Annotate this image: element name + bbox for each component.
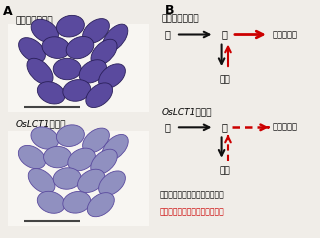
Text: コントロール株: コントロール株 <box>162 14 199 23</box>
Ellipse shape <box>66 36 94 59</box>
FancyBboxPatch shape <box>8 24 149 112</box>
Ellipse shape <box>44 146 72 168</box>
Text: 節: 節 <box>221 30 227 40</box>
Ellipse shape <box>37 191 65 213</box>
Ellipse shape <box>53 168 81 189</box>
Ellipse shape <box>56 125 84 146</box>
Ellipse shape <box>27 58 53 84</box>
Ellipse shape <box>68 148 95 171</box>
Text: 根: 根 <box>165 122 171 132</box>
Text: コントロール株: コントロール株 <box>16 17 54 26</box>
Ellipse shape <box>83 19 109 43</box>
Text: 葉身: 葉身 <box>220 75 230 84</box>
Ellipse shape <box>102 134 128 161</box>
Text: B: B <box>165 4 174 17</box>
Text: 葉身: 葉身 <box>220 167 230 176</box>
Ellipse shape <box>19 38 45 62</box>
Text: 黒矢印：カドミウムの導管輸送: 黒矢印：カドミウムの導管輸送 <box>160 190 225 199</box>
Text: A: A <box>3 5 13 18</box>
Ellipse shape <box>18 145 46 169</box>
Ellipse shape <box>63 192 91 213</box>
Ellipse shape <box>83 128 109 153</box>
Ellipse shape <box>91 39 117 65</box>
Ellipse shape <box>53 58 81 80</box>
FancyBboxPatch shape <box>8 131 149 226</box>
Ellipse shape <box>56 15 84 37</box>
Text: 赤矢印：カドミウムの笶管輸送: 赤矢印：カドミウムの笶管輸送 <box>160 207 225 216</box>
Ellipse shape <box>91 149 117 174</box>
Text: OsLCT1抑制株: OsLCT1抑制株 <box>16 119 67 128</box>
Ellipse shape <box>31 19 59 43</box>
Text: 穂（コメ）: 穂（コメ） <box>272 123 297 132</box>
Ellipse shape <box>79 60 107 83</box>
Ellipse shape <box>42 37 70 58</box>
Ellipse shape <box>63 80 91 101</box>
Ellipse shape <box>28 169 55 193</box>
Ellipse shape <box>77 169 105 193</box>
Text: 節: 節 <box>221 122 227 132</box>
Ellipse shape <box>102 24 128 52</box>
Ellipse shape <box>37 82 65 104</box>
Ellipse shape <box>99 64 125 89</box>
Text: 穂（コメ）: 穂（コメ） <box>272 30 297 39</box>
Text: OsLCT1抑制株: OsLCT1抑制株 <box>162 107 212 116</box>
Ellipse shape <box>86 83 113 108</box>
Ellipse shape <box>87 193 114 217</box>
Text: 根: 根 <box>165 30 171 40</box>
Ellipse shape <box>31 127 59 149</box>
Ellipse shape <box>99 171 125 196</box>
